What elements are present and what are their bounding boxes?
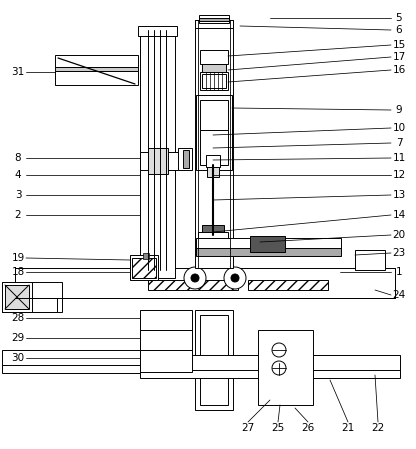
Bar — [206, 155, 220, 167]
Text: 7: 7 — [396, 138, 402, 148]
Bar — [130, 255, 158, 280]
Bar — [250, 236, 285, 252]
Bar — [2, 282, 32, 312]
Text: 31: 31 — [11, 67, 25, 77]
Bar — [195, 310, 233, 410]
Text: 12: 12 — [392, 170, 406, 180]
Text: 23: 23 — [392, 248, 406, 258]
Text: 27: 27 — [241, 423, 255, 433]
Bar — [200, 100, 228, 130]
Bar — [202, 74, 226, 88]
Bar — [195, 20, 233, 28]
Bar — [15, 268, 395, 298]
Circle shape — [224, 267, 246, 289]
Bar — [140, 152, 185, 170]
Bar — [195, 20, 233, 268]
Text: 2: 2 — [15, 210, 21, 220]
Bar — [55, 55, 138, 67]
Text: 21: 21 — [342, 423, 354, 433]
Bar — [2, 298, 57, 312]
Text: 28: 28 — [11, 313, 25, 323]
Text: 25: 25 — [271, 423, 285, 433]
Circle shape — [184, 267, 206, 289]
Text: 13: 13 — [392, 190, 406, 200]
Bar — [355, 250, 385, 270]
Bar — [199, 18, 229, 21]
Text: 29: 29 — [11, 333, 25, 343]
Bar — [202, 64, 226, 72]
Circle shape — [231, 274, 239, 282]
Bar — [258, 330, 313, 405]
Bar — [140, 350, 192, 372]
Text: 6: 6 — [396, 25, 402, 35]
Bar — [200, 50, 228, 64]
Text: 14: 14 — [392, 210, 406, 220]
Bar — [132, 258, 156, 278]
Bar — [140, 310, 192, 330]
Bar — [200, 72, 228, 90]
Text: 10: 10 — [392, 123, 406, 133]
Bar — [140, 370, 400, 378]
Text: 5: 5 — [396, 13, 402, 23]
Circle shape — [191, 274, 199, 282]
Text: 16: 16 — [392, 65, 406, 75]
Text: 4: 4 — [15, 170, 21, 180]
Bar — [148, 280, 238, 290]
Circle shape — [272, 361, 286, 375]
Text: 19: 19 — [11, 253, 25, 263]
Text: 30: 30 — [11, 353, 25, 363]
Bar — [200, 130, 228, 165]
Text: 3: 3 — [15, 190, 21, 200]
Bar — [202, 225, 224, 237]
Bar — [5, 285, 29, 309]
Bar — [148, 148, 168, 174]
Bar — [55, 67, 138, 71]
Text: 8: 8 — [15, 153, 21, 163]
Text: 17: 17 — [392, 52, 406, 62]
Text: 20: 20 — [392, 230, 406, 240]
Bar — [140, 330, 192, 350]
Bar — [196, 248, 341, 256]
Text: 11: 11 — [392, 153, 406, 163]
Bar — [207, 167, 219, 177]
Bar — [2, 282, 62, 312]
Bar — [15, 268, 395, 290]
Bar — [178, 148, 192, 170]
Bar — [200, 315, 228, 405]
Bar — [248, 280, 328, 290]
Bar — [199, 15, 229, 23]
Bar — [55, 71, 138, 85]
Text: 22: 22 — [371, 423, 385, 433]
Text: 9: 9 — [396, 105, 402, 115]
Bar — [198, 232, 228, 240]
Text: 26: 26 — [301, 423, 314, 433]
Bar — [183, 150, 189, 168]
Bar — [140, 355, 400, 375]
Bar — [2, 365, 140, 373]
Bar — [196, 238, 341, 252]
Bar — [2, 350, 140, 368]
Text: 18: 18 — [11, 267, 25, 277]
Bar — [138, 26, 177, 36]
Bar — [143, 253, 149, 259]
Bar — [196, 95, 232, 170]
Bar — [140, 30, 175, 278]
Text: 1: 1 — [396, 267, 402, 277]
Text: 15: 15 — [392, 40, 406, 50]
Text: 24: 24 — [392, 290, 406, 300]
Circle shape — [272, 343, 286, 357]
